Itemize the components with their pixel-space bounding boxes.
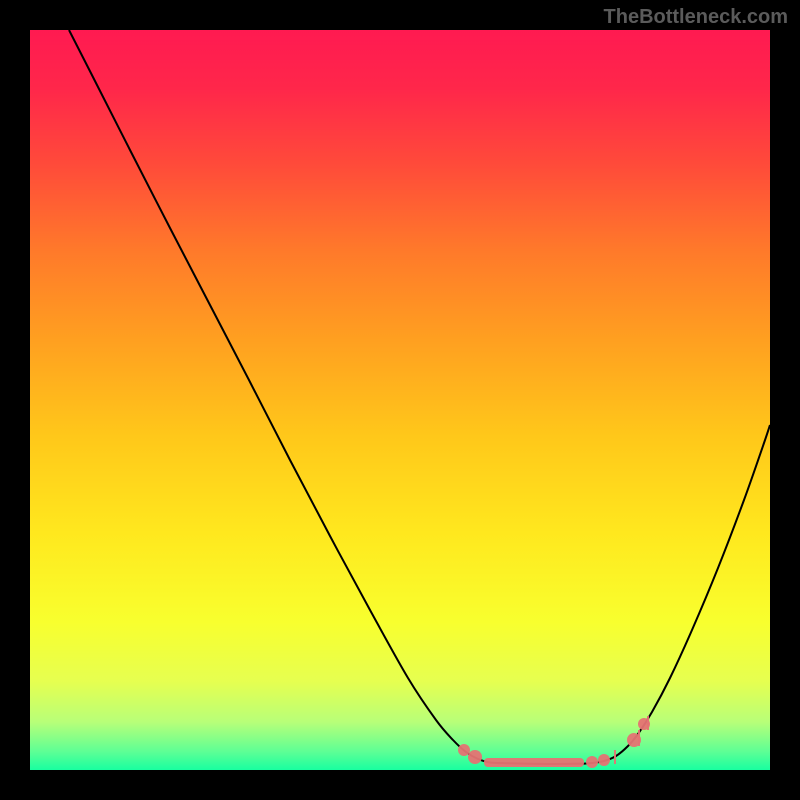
plot-area — [30, 30, 770, 770]
bottleneck-curve — [69, 30, 770, 764]
curve-overlay — [30, 30, 770, 770]
curve-markers — [458, 716, 650, 768]
watermark-text: TheBottleneck.com — [604, 6, 788, 29]
chart-frame: TheBottleneck.com — [0, 0, 800, 800]
